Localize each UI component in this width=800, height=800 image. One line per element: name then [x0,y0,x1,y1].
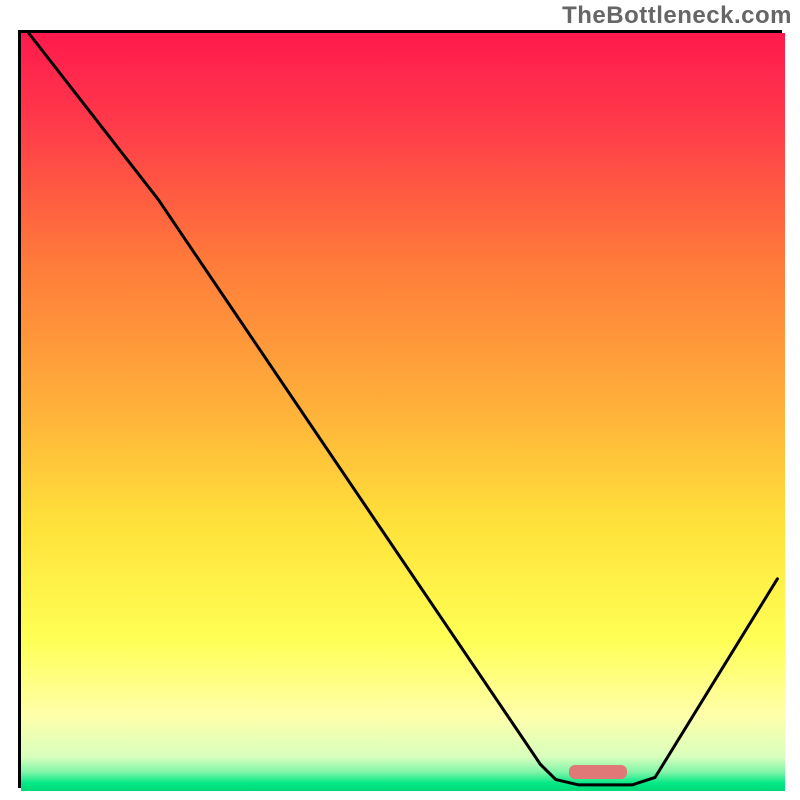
watermark-text: TheBottleneck.com [562,2,792,30]
optimal-range-marker [569,765,627,779]
plot-frame [18,30,782,788]
bottleneck-curve [21,33,785,791]
chart-canvas: TheBottleneck.com [0,0,800,800]
